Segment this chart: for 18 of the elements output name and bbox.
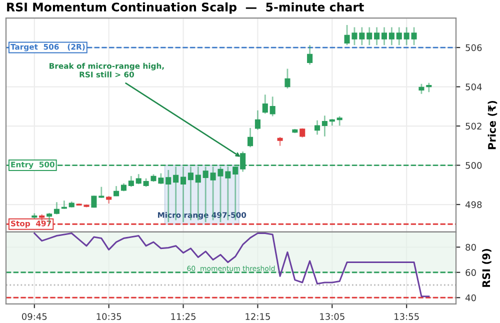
x-tick-label: 13:55: [394, 313, 419, 320]
line-series: [34, 232, 430, 298]
x-tick-label: 11:25: [171, 313, 196, 320]
y-tick-label: 500: [466, 162, 482, 169]
y-tick-label: 502: [466, 122, 482, 130]
y-tick-label: 498: [465, 201, 482, 208]
y-tick-label: 504: [466, 84, 482, 90]
chart-title: RSI Momentum Continuation Scalp — 5-minute chart: [7, 2, 364, 14]
y-axis-title: Price (₹): [488, 100, 498, 150]
y-axis-title: RSI (9): [482, 248, 492, 287]
y-tick-label: 60: [466, 269, 476, 276]
y-tick-label: 80: [466, 244, 476, 251]
x-tick-label: 12:15: [246, 313, 270, 320]
x-tick-label: 10:35: [96, 313, 122, 320]
x-tick-label: 13:05: [320, 313, 344, 320]
y-tick-label: 40: [465, 294, 476, 302]
y-tick-label: 506: [466, 44, 482, 52]
x-tick-label: 09:45: [22, 313, 47, 320]
